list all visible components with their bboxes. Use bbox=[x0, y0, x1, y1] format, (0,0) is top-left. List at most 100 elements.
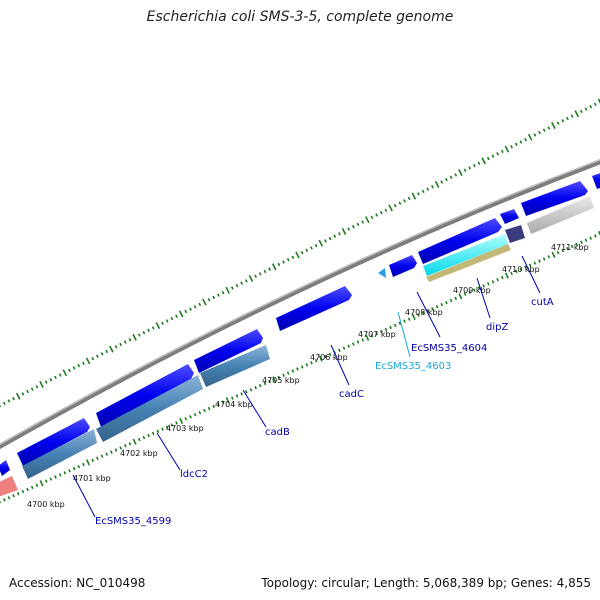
gene-label-cuta[interactable]: cutA bbox=[531, 297, 554, 308]
tick-mark bbox=[68, 368, 71, 373]
gene-label-dipz[interactable]: dipZ bbox=[486, 322, 508, 333]
tick-mark bbox=[468, 290, 472, 294]
tick-mark bbox=[105, 349, 109, 354]
tick-mark bbox=[533, 133, 537, 137]
tick-mark bbox=[370, 215, 374, 220]
reverse-strand-genes bbox=[0, 196, 594, 498]
tick-mark bbox=[151, 431, 155, 436]
gene-forward[interactable] bbox=[17, 418, 90, 466]
gene-label-ecsms35-4599[interactable]: EcSMS35_4599 bbox=[95, 516, 171, 527]
tick-mark bbox=[212, 404, 216, 409]
tick-mark bbox=[403, 319, 406, 323]
tick-mark bbox=[477, 286, 481, 290]
tick-mark bbox=[2, 401, 6, 405]
tick-mark bbox=[510, 271, 513, 276]
tick-mark bbox=[225, 286, 230, 294]
tick-mark bbox=[258, 272, 262, 276]
tick-mark bbox=[361, 220, 365, 224]
gene-forward[interactable] bbox=[592, 171, 600, 189]
tick-mark bbox=[491, 154, 495, 158]
tick-mark bbox=[347, 344, 351, 348]
gene-reverse[interactable] bbox=[200, 345, 270, 387]
gene-reverse[interactable] bbox=[426, 244, 511, 282]
gene-forward[interactable] bbox=[418, 218, 502, 264]
leader-line bbox=[476, 277, 491, 319]
leader-line bbox=[242, 389, 267, 428]
forward-strand-genes bbox=[0, 171, 600, 476]
gene-forward[interactable] bbox=[96, 364, 194, 427]
tick-mark bbox=[91, 458, 95, 463]
tick-mark bbox=[155, 322, 161, 330]
tick-mark bbox=[44, 380, 48, 384]
tick-mark bbox=[277, 375, 281, 380]
tick-mark bbox=[528, 263, 532, 267]
tick-mark bbox=[514, 142, 518, 147]
gene-label-ecsms35-4604[interactable]: EcSMS35_4604 bbox=[411, 343, 487, 354]
tick-mark bbox=[477, 161, 481, 165]
tick-mark bbox=[342, 346, 346, 350]
tick-mark bbox=[254, 274, 258, 278]
tick-mark bbox=[105, 452, 109, 456]
tick-mark bbox=[561, 248, 565, 253]
gene-labels: EcSMS35_4599 ldcC2 cadB cadC EcSMS35_460… bbox=[95, 297, 554, 527]
tick-mark bbox=[235, 283, 239, 288]
leader-line bbox=[330, 344, 350, 386]
tick-label: 4708 kbp bbox=[405, 308, 443, 317]
tick-mark bbox=[82, 462, 85, 467]
tick-mark bbox=[271, 263, 277, 271]
gene-forward[interactable] bbox=[194, 329, 263, 373]
tick-mark bbox=[179, 417, 184, 424]
gene-forward[interactable] bbox=[500, 209, 519, 224]
gene-forward[interactable] bbox=[276, 286, 352, 331]
gene-forward-small[interactable] bbox=[378, 268, 386, 278]
gene-reverse[interactable] bbox=[22, 429, 97, 479]
tick-mark bbox=[248, 275, 254, 283]
tick-mark bbox=[225, 397, 230, 404]
tick-mark bbox=[384, 327, 388, 332]
tick-label: 4705 kbp bbox=[262, 376, 300, 385]
tick-mark bbox=[454, 296, 458, 301]
tick-mark bbox=[365, 334, 370, 341]
tick-mark bbox=[137, 333, 141, 337]
tick-mark bbox=[361, 338, 364, 342]
tick-mark bbox=[580, 240, 583, 245]
tick-mark bbox=[575, 242, 579, 247]
tick-mark bbox=[165, 425, 169, 429]
gene-label-ecsms35-4603[interactable]: EcSMS35_4603 bbox=[375, 361, 451, 372]
gene-reverse[interactable] bbox=[0, 476, 18, 498]
tick-mark bbox=[421, 311, 425, 315]
gene-label-ldcc2[interactable]: ldcC2 bbox=[180, 469, 208, 480]
gene-label-cadc[interactable]: cadC bbox=[339, 389, 364, 400]
gene-forward[interactable] bbox=[0, 460, 10, 476]
tick-mark bbox=[510, 145, 513, 149]
tick-mark bbox=[473, 288, 476, 292]
tick-mark bbox=[142, 330, 146, 335]
tick-mark bbox=[217, 402, 220, 407]
gene-forward[interactable] bbox=[521, 181, 588, 216]
tick-mark bbox=[193, 412, 197, 417]
tick-mark bbox=[574, 110, 580, 118]
tick-mark bbox=[240, 392, 243, 396]
tick-mark bbox=[314, 358, 318, 363]
tick-mark bbox=[54, 475, 57, 479]
gene-reverse[interactable] bbox=[505, 225, 525, 243]
tick-mark bbox=[109, 345, 114, 353]
genome-summary-text: Topology: circular; Length: 5,068,389 bp… bbox=[261, 576, 591, 590]
tick-mark bbox=[370, 334, 374, 338]
map-title: Escherichia coli SMS-3-5, complete genom… bbox=[146, 9, 454, 25]
tick-mark bbox=[570, 244, 574, 249]
gene-forward[interactable] bbox=[389, 255, 417, 277]
tick-mark bbox=[328, 236, 332, 241]
tick-mark bbox=[318, 239, 324, 247]
tick-mark bbox=[524, 265, 527, 269]
gene-reverse[interactable] bbox=[527, 196, 594, 234]
tick-mark bbox=[365, 216, 370, 224]
gene-reverse[interactable] bbox=[96, 375, 203, 442]
tick-mark bbox=[161, 427, 164, 431]
tick-mark bbox=[411, 314, 416, 321]
gene-reverse[interactable] bbox=[423, 234, 508, 276]
tick-mark bbox=[593, 102, 597, 107]
tick-mark bbox=[21, 392, 25, 396]
tick-mark bbox=[12, 493, 15, 498]
gene-label-cadb[interactable]: cadB bbox=[265, 427, 290, 438]
